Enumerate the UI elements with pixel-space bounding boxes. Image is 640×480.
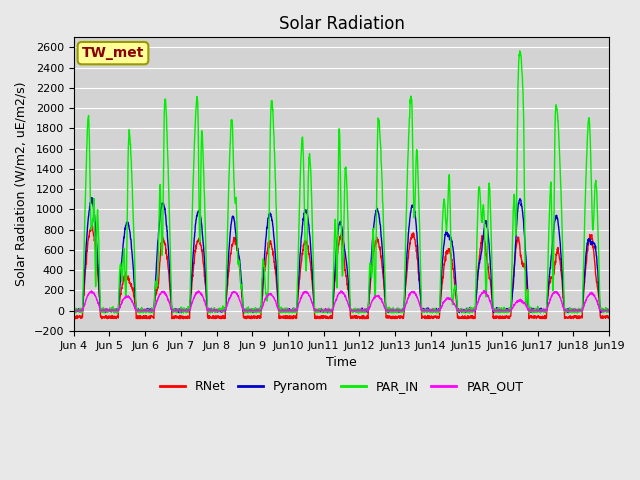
- Pyranom: [70, 309, 77, 314]
- RNet: [357, 315, 365, 321]
- RNet: [220, 313, 227, 319]
- Pyranom: [497, 309, 505, 314]
- RNet: [143, 316, 151, 322]
- Pyranom: [220, 307, 227, 312]
- RNet: [558, 276, 566, 282]
- Pyranom: [357, 308, 365, 314]
- Pyranom: [573, 308, 581, 314]
- PAR_IN: [573, 308, 581, 314]
- Pyranom: [369, 236, 376, 241]
- PAR_IN: [70, 309, 77, 314]
- Line: PAR_OUT: PAR_OUT: [74, 290, 609, 311]
- Pyranom: [558, 269, 566, 275]
- Line: PAR_IN: PAR_IN: [74, 51, 609, 312]
- PAR_OUT: [219, 308, 227, 313]
- PAR_OUT: [70, 308, 77, 313]
- PAR_IN: [369, 246, 376, 252]
- PAR_OUT: [558, 300, 566, 306]
- Title: Solar Radiation: Solar Radiation: [278, 15, 404, 33]
- Legend: RNet, Pyranom, PAR_IN, PAR_OUT: RNet, Pyranom, PAR_IN, PAR_OUT: [154, 375, 529, 398]
- PAR_IN: [558, 226, 566, 232]
- PAR_OUT: [480, 288, 488, 293]
- PAR_OUT: [356, 307, 364, 313]
- PAR_IN: [357, 309, 365, 315]
- RNet: [70, 315, 77, 321]
- RNet: [605, 315, 612, 321]
- PAR_IN: [72, 310, 79, 315]
- RNet: [369, 255, 376, 261]
- PAR_IN: [497, 307, 505, 312]
- PAR_OUT: [605, 307, 612, 312]
- Line: RNet: RNet: [74, 226, 609, 319]
- PAR_OUT: [573, 307, 580, 313]
- Pyranom: [605, 308, 612, 313]
- Pyranom: [88, 195, 96, 201]
- RNet: [88, 223, 96, 228]
- Y-axis label: Solar Radiation (W/m2, uE/m2/s): Solar Radiation (W/m2, uE/m2/s): [15, 82, 28, 287]
- RNet: [497, 314, 505, 320]
- Pyranom: [101, 310, 109, 315]
- Text: TW_met: TW_met: [82, 46, 144, 60]
- PAR_IN: [605, 308, 612, 314]
- PAR_OUT: [497, 308, 505, 313]
- PAR_IN: [220, 306, 227, 312]
- RNet: [573, 314, 581, 320]
- X-axis label: Time: Time: [326, 356, 357, 369]
- PAR_OUT: [369, 298, 376, 303]
- PAR_IN: [516, 48, 524, 54]
- Line: Pyranom: Pyranom: [74, 198, 609, 312]
